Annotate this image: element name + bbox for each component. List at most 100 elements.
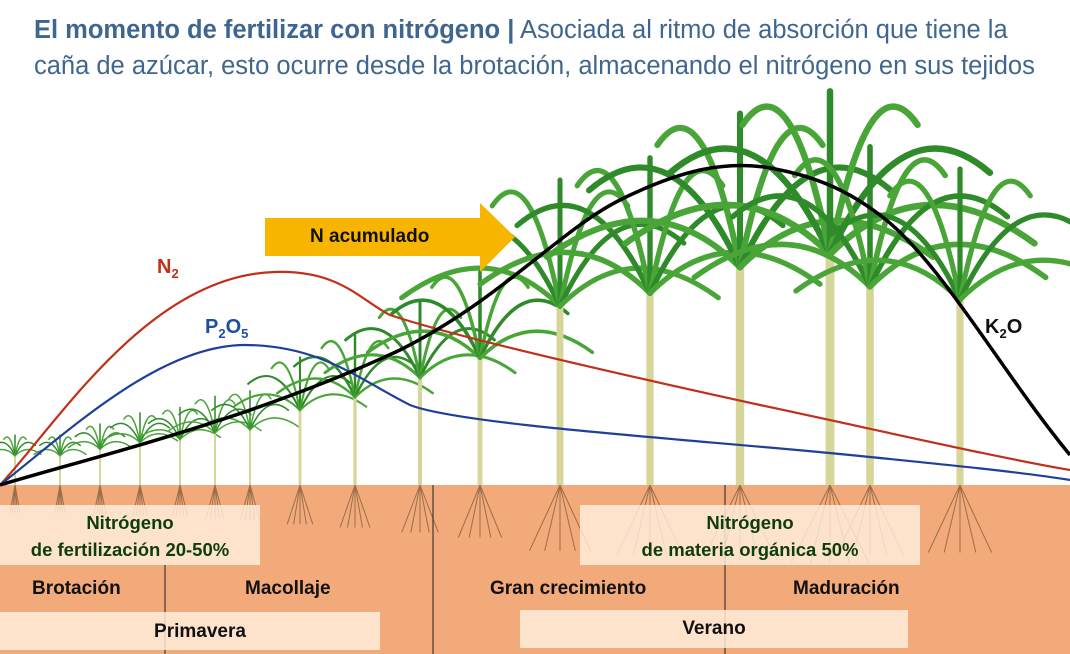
cane-leaf bbox=[666, 145, 834, 258]
cane-leaf bbox=[478, 329, 595, 361]
cane-leaf bbox=[48, 436, 61, 457]
cane-leaf bbox=[867, 157, 949, 290]
cane-leaf bbox=[430, 275, 482, 361]
cane-leaf bbox=[543, 217, 744, 271]
cane-leaf bbox=[739, 103, 834, 258]
page-title: El momento de fertilizar con nitrógeno |… bbox=[34, 16, 1035, 80]
root bbox=[943, 484, 961, 553]
cane-leaf bbox=[298, 393, 368, 412]
cane-leaf bbox=[270, 361, 302, 412]
cane-leaf bbox=[194, 398, 216, 434]
cane-leaf bbox=[477, 249, 653, 296]
k2o-label: K2O bbox=[985, 316, 1023, 341]
nitrogen-fertilization-box: Nitrógeno de fertilización 20-50% bbox=[0, 505, 260, 565]
p2o5-curve bbox=[0, 343, 1070, 486]
root bbox=[959, 484, 993, 553]
cane-leaf bbox=[99, 432, 126, 450]
root bbox=[959, 484, 977, 553]
root bbox=[528, 484, 561, 552]
cane-leaf bbox=[826, 145, 994, 258]
stage-macollaje: Macollaje bbox=[245, 578, 331, 599]
cane-leaf bbox=[59, 436, 72, 457]
stage-brotacion: Brotación bbox=[32, 578, 121, 599]
cane-leaf bbox=[59, 448, 87, 457]
n-acumulado-arrow bbox=[265, 203, 515, 272]
cane-leaf bbox=[99, 425, 115, 450]
n2-label: N2 bbox=[157, 256, 179, 281]
root bbox=[293, 484, 301, 525]
root bbox=[339, 484, 356, 528]
cane-leaf bbox=[210, 403, 251, 431]
cane-leaf bbox=[489, 189, 563, 309]
root bbox=[559, 484, 576, 551]
cane-leaf bbox=[514, 202, 653, 296]
cane-leaf bbox=[85, 425, 101, 450]
cane-leaf bbox=[67, 440, 101, 450]
cane-leaf bbox=[736, 124, 826, 271]
root bbox=[419, 484, 439, 533]
root bbox=[468, 484, 481, 538]
cane-leaf bbox=[249, 403, 290, 431]
cane-leaf bbox=[691, 241, 873, 290]
cane-leaf bbox=[829, 212, 963, 303]
nitrogen-organic-box: Nitrógeno de materia orgánica 50% bbox=[580, 505, 920, 565]
cane-leaf bbox=[3, 436, 16, 457]
cane-leaf bbox=[365, 329, 482, 361]
season-verano: Verano bbox=[520, 610, 908, 648]
cane-leaf bbox=[957, 212, 1070, 303]
p2o5-label: P2O5 bbox=[205, 316, 249, 341]
cane-leaf bbox=[557, 222, 687, 309]
arrow-label: N acumulado bbox=[310, 226, 430, 247]
cane-leaf bbox=[74, 432, 101, 450]
cane-leaf bbox=[168, 421, 216, 434]
cane-leaf bbox=[59, 441, 82, 457]
cane-leaf bbox=[228, 393, 251, 431]
cane-leaf bbox=[399, 265, 563, 309]
cane-leaf bbox=[729, 193, 873, 290]
root bbox=[927, 484, 961, 553]
root bbox=[347, 484, 356, 528]
cane-leaf bbox=[353, 377, 434, 399]
cane-leaf bbox=[33, 448, 61, 457]
root bbox=[401, 484, 421, 533]
cane-leaf bbox=[344, 327, 422, 380]
cane-leaf bbox=[101, 433, 141, 444]
cane-leaf bbox=[298, 361, 330, 412]
root bbox=[544, 484, 561, 551]
cane-leaf bbox=[139, 422, 171, 444]
cane-leaf bbox=[138, 429, 181, 441]
cane-leaf bbox=[247, 374, 302, 412]
cane-leaf bbox=[14, 436, 27, 457]
root bbox=[299, 484, 314, 525]
root bbox=[286, 484, 301, 525]
cane-leaf bbox=[574, 167, 653, 296]
cane-leaf bbox=[353, 340, 390, 399]
cane-leaf bbox=[109, 422, 141, 444]
root bbox=[354, 484, 371, 528]
cane-leaf bbox=[178, 408, 216, 434]
cane-leaf bbox=[957, 178, 1033, 303]
cane-leaf bbox=[793, 257, 963, 303]
cane-leaf bbox=[232, 393, 302, 412]
cane-leaf bbox=[276, 377, 357, 399]
stage-maduracion: Maduración bbox=[793, 578, 900, 599]
n2-curve bbox=[0, 270, 1070, 486]
root bbox=[479, 484, 492, 538]
root bbox=[419, 484, 430, 533]
cane-leaf bbox=[390, 298, 482, 361]
cane-leaf bbox=[957, 257, 1070, 303]
cane-leaf bbox=[320, 340, 357, 399]
cane-leaf bbox=[826, 103, 921, 258]
root bbox=[479, 484, 503, 538]
cane-leaf bbox=[791, 157, 873, 290]
cane-leaf bbox=[654, 124, 744, 271]
cane-leaf bbox=[214, 421, 262, 434]
cane-leaf bbox=[887, 178, 963, 303]
cane-leaf bbox=[353, 355, 418, 399]
cane-leaf bbox=[123, 414, 141, 444]
k2o-curve bbox=[0, 163, 1070, 487]
cane-leaf bbox=[557, 189, 631, 309]
cane-leaf bbox=[622, 201, 834, 258]
cane-leaf bbox=[0, 448, 16, 457]
root bbox=[457, 484, 481, 538]
